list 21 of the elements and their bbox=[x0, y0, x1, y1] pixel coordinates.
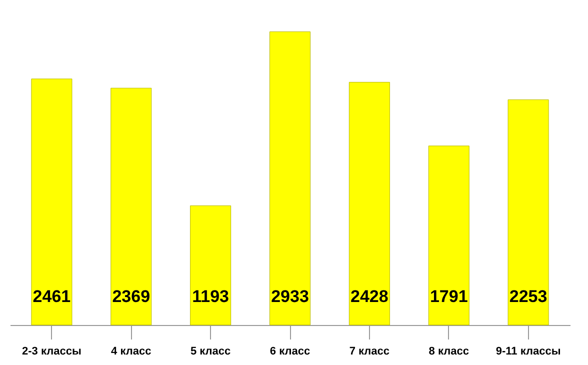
bar bbox=[110, 88, 152, 326]
x-tick-label: 8 класс bbox=[428, 346, 469, 358]
data-label: 2933 bbox=[271, 287, 309, 306]
x-tick-label: 2-3 классы bbox=[22, 346, 82, 358]
data-label: 2428 bbox=[350, 287, 388, 306]
x-tick-label: 6 класс bbox=[270, 346, 310, 358]
data-label: 1193 bbox=[192, 287, 230, 306]
x-tick-label: 5 класс bbox=[190, 346, 231, 358]
data-label: 2369 bbox=[112, 287, 150, 306]
bar bbox=[269, 31, 311, 326]
data-label: 1791 bbox=[430, 287, 468, 306]
data-label: 2461 bbox=[32, 287, 71, 306]
x-tick-label: 4 класс bbox=[111, 346, 152, 358]
data-label: 2253 bbox=[509, 287, 548, 306]
x-tick-label: 9-11 классы bbox=[496, 346, 561, 358]
bar bbox=[428, 146, 470, 326]
x-tick-label: 7 класс bbox=[349, 346, 390, 358]
bar bbox=[31, 78, 72, 326]
bar bbox=[190, 205, 232, 326]
bar bbox=[348, 82, 390, 326]
bar bbox=[508, 99, 549, 326]
